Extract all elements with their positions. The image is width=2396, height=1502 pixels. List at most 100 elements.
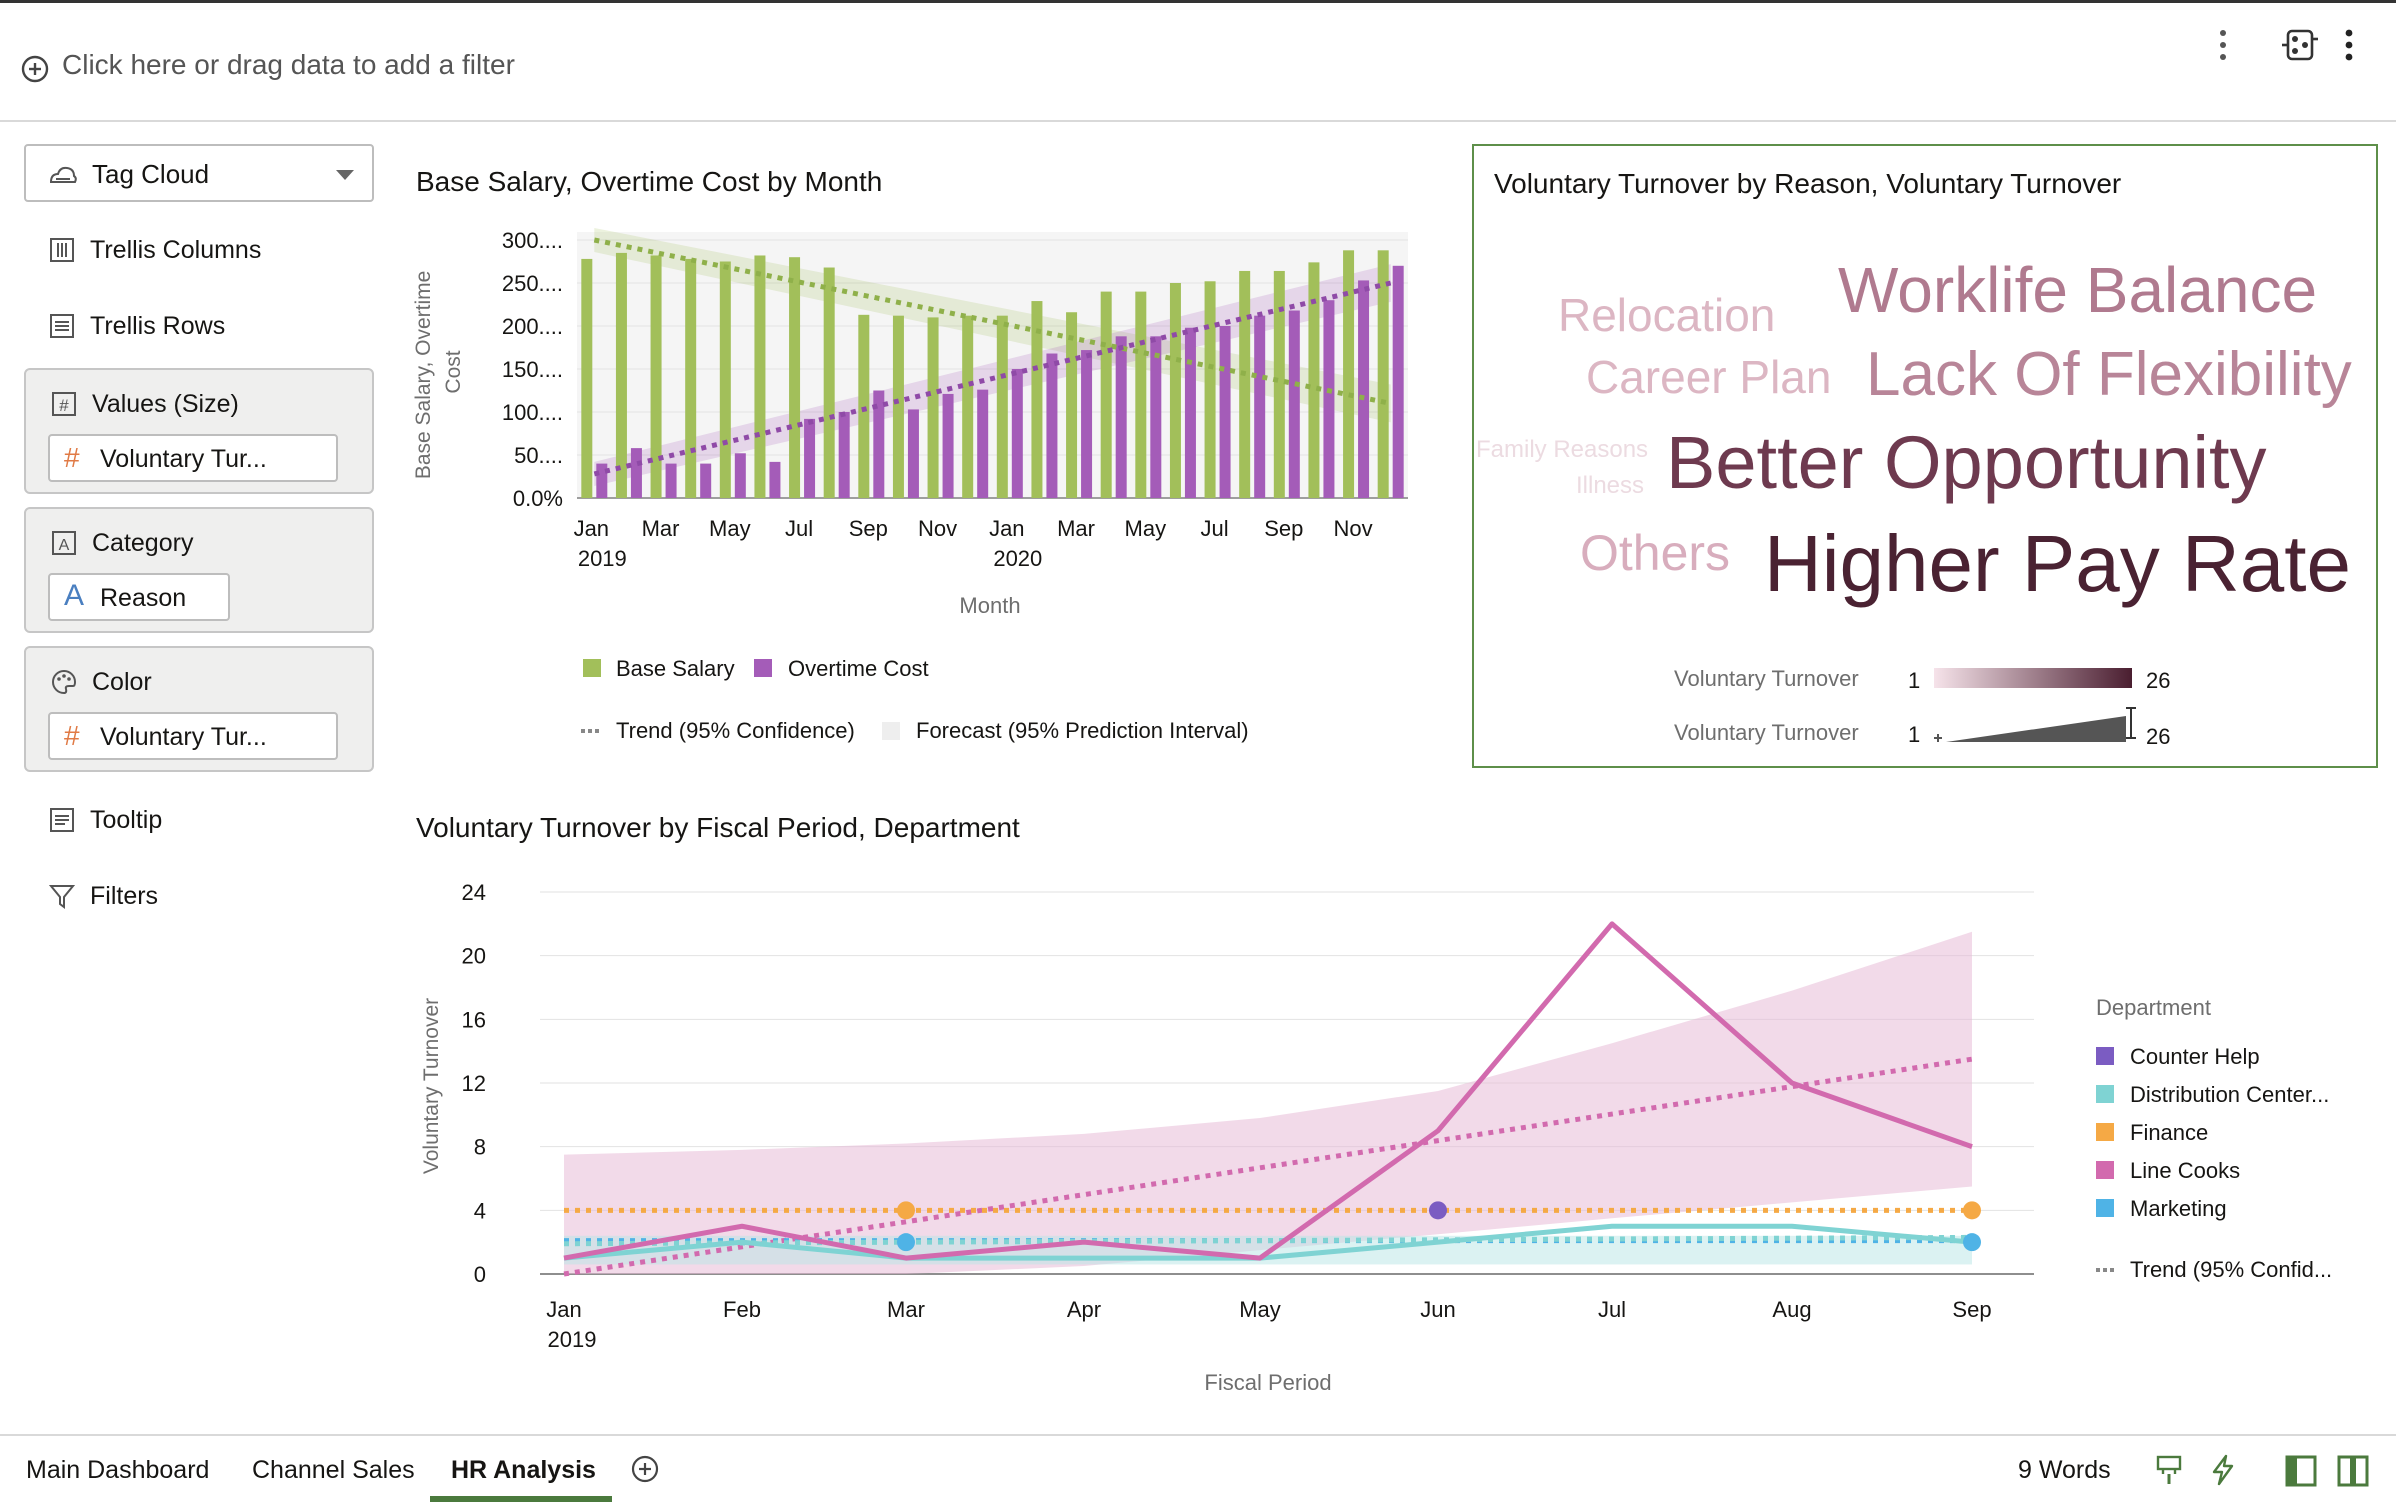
- filters-row[interactable]: Filters: [24, 870, 374, 922]
- bar-base-salary[interactable]: [927, 317, 939, 498]
- color-chip[interactable]: # Voluntary Tur...: [48, 712, 338, 760]
- line-point-marketing[interactable]: [1963, 1233, 1981, 1252]
- lightning-icon[interactable]: [2208, 1454, 2238, 1486]
- tag-cloud-panel[interactable]: Voluntary Turnover by Reason, Voluntary …: [1472, 144, 2378, 768]
- add-canvas-icon[interactable]: [630, 1454, 660, 1484]
- legend-line-cooks[interactable]: Line Cooks: [2130, 1158, 2240, 1183]
- left-panel-toggle-icon[interactable]: [2284, 1454, 2318, 1488]
- bar-base-salary[interactable]: [1273, 270, 1285, 498]
- more-options-icon[interactable]: [2208, 25, 2238, 65]
- tab-channel-sales[interactable]: Channel Sales: [252, 1456, 415, 1484]
- bar-overtime-cost[interactable]: [1115, 336, 1127, 498]
- brush-icon[interactable]: [2154, 1454, 2184, 1486]
- bar-overtime-cost[interactable]: [1184, 327, 1196, 498]
- bar-base-salary[interactable]: [1135, 291, 1147, 498]
- bar-base-salary[interactable]: [1169, 283, 1181, 498]
- bar-base-salary[interactable]: [615, 252, 627, 498]
- legend-trend-confid[interactable]: Trend (95% Confid...: [2130, 1257, 2332, 1282]
- bar-overtime-cost[interactable]: [1046, 353, 1058, 498]
- tag-word-higher-pay-rate[interactable]: Higher Pay Rate: [1764, 519, 2351, 608]
- filter-controls-icon[interactable]: [2282, 27, 2318, 63]
- tooltip-row[interactable]: Tooltip: [24, 794, 374, 846]
- bar-overtime-cost[interactable]: [1081, 350, 1093, 498]
- bar-base-salary[interactable]: [650, 255, 662, 498]
- category-section[interactable]: A Category A Reason: [24, 507, 374, 633]
- tag-word-career-plan[interactable]: Career Plan: [1586, 351, 1832, 403]
- bar-base-salary[interactable]: [719, 261, 731, 499]
- values-chip[interactable]: # Voluntary Tur...: [48, 434, 338, 482]
- tag-word-family-reasons[interactable]: Family Reasons: [1476, 436, 1649, 463]
- bar-base-salary[interactable]: [754, 255, 766, 498]
- filter-bar[interactable]: Click here or drag data to add a filter: [0, 0, 2396, 122]
- legend-counter-help[interactable]: Counter Help: [2130, 1044, 2260, 1069]
- tag-word-relocation[interactable]: Relocation: [1558, 289, 1776, 341]
- bar-overtime-cost[interactable]: [873, 390, 885, 499]
- bar-base-salary[interactable]: [823, 267, 835, 498]
- legend-forecast[interactable]: Forecast (95% Prediction Interval): [916, 718, 1249, 743]
- bar-base-salary[interactable]: [1204, 281, 1216, 498]
- bar-base-salary[interactable]: [1239, 270, 1251, 498]
- tab-hr-analysis[interactable]: HR Analysis: [451, 1456, 596, 1484]
- bar-base-salary[interactable]: [1377, 250, 1389, 498]
- bar-base-salary[interactable]: [996, 315, 1008, 498]
- category-chip[interactable]: A Reason: [48, 573, 230, 621]
- canvas-menu-icon[interactable]: [2334, 25, 2364, 65]
- legend-trend[interactable]: Trend (95% Confidence): [616, 718, 855, 743]
- bar-overtime-cost[interactable]: [700, 463, 712, 498]
- tab-main-dashboard[interactable]: Main Dashboard: [26, 1456, 210, 1484]
- viz-type-dropdown[interactable]: Tag Cloud: [24, 144, 374, 202]
- bar-overtime-cost[interactable]: [1254, 315, 1266, 498]
- tag-word-better-opportunity[interactable]: Better Opportunity: [1666, 421, 2267, 504]
- bar-overtime-cost[interactable]: [1358, 280, 1370, 498]
- bar-overtime-cost[interactable]: [977, 389, 989, 498]
- line-series-line-cooks[interactable]: [563, 921, 1973, 1261]
- line-point-finance[interactable]: [1963, 1201, 1981, 1220]
- bar-base-salary[interactable]: [962, 315, 974, 498]
- tag-word-illness[interactable]: Illness: [1576, 472, 1645, 499]
- bar-base-salary[interactable]: [581, 258, 593, 498]
- bar-overtime-cost[interactable]: [804, 418, 816, 498]
- bar-base-salary[interactable]: [1066, 312, 1078, 498]
- bar-overtime-cost[interactable]: [907, 409, 919, 498]
- legend-distribution-center[interactable]: Distribution Center...: [2130, 1082, 2329, 1107]
- bar-overtime-cost[interactable]: [1219, 326, 1231, 498]
- bar-base-salary[interactable]: [789, 257, 801, 498]
- bar-overtime-cost[interactable]: [1288, 310, 1300, 498]
- bar-chart[interactable]: 0.0% 50.... 100.... 150.... 200.... 250.... 30…: [400, 220, 1440, 760]
- legend-finance[interactable]: Finance: [2130, 1120, 2208, 1145]
- legend-overtime-cost[interactable]: Overtime Cost: [788, 656, 929, 681]
- line-chart[interactable]: 0 4 8 12 16 20 24 Jan Feb Mar Apr May Jun Jul Aug Sep 2…: [400, 860, 2390, 1400]
- bar-overtime-cost[interactable]: [769, 461, 781, 498]
- bar-overtime-cost[interactable]: [1011, 369, 1023, 498]
- trellis-rows-row[interactable]: Trellis Rows: [24, 300, 374, 352]
- bar-base-salary[interactable]: [1031, 301, 1043, 498]
- bar-base-salary[interactable]: [858, 314, 870, 498]
- bar-overtime-cost[interactable]: [1392, 265, 1404, 498]
- tag-word-lack-of-flexibility[interactable]: Lack Of Flexibility: [1866, 340, 2352, 409]
- bar-overtime-cost[interactable]: [838, 412, 850, 498]
- tag-word-others[interactable]: Others: [1580, 525, 1731, 581]
- bar-base-salary[interactable]: [1100, 291, 1112, 498]
- bar-overtime-cost[interactable]: [630, 448, 642, 498]
- line-point-marketing[interactable]: [897, 1233, 915, 1252]
- bar-overtime-cost[interactable]: [734, 453, 746, 498]
- bar-base-salary[interactable]: [1308, 262, 1320, 498]
- line-point-counter-help[interactable]: [1429, 1201, 1447, 1220]
- line-point-finance[interactable]: [897, 1201, 915, 1220]
- color-section[interactable]: Color # Voluntary Tur...: [24, 646, 374, 772]
- values-size-section[interactable]: # Values (Size) # Voluntary Tur...: [24, 368, 374, 494]
- add-filter-icon[interactable]: [20, 54, 50, 84]
- filter-hint[interactable]: Click here or drag data to add a filter: [62, 49, 515, 80]
- bar-overtime-cost[interactable]: [1323, 300, 1335, 498]
- trellis-columns-row[interactable]: Trellis Columns: [24, 224, 374, 276]
- tag-word-worklife-balance[interactable]: Worklife Balance: [1838, 254, 2318, 326]
- bar-overtime-cost[interactable]: [942, 393, 954, 498]
- bar-base-salary[interactable]: [1343, 250, 1355, 498]
- bar-base-salary[interactable]: [685, 258, 697, 498]
- legend-marketing[interactable]: Marketing: [2130, 1196, 2227, 1221]
- bar-overtime-cost[interactable]: [1150, 336, 1162, 498]
- bar-overtime-cost[interactable]: [596, 463, 608, 498]
- bar-overtime-cost[interactable]: [665, 463, 677, 498]
- bar-base-salary[interactable]: [892, 315, 904, 498]
- right-panel-toggle-icon[interactable]: [2336, 1454, 2370, 1488]
